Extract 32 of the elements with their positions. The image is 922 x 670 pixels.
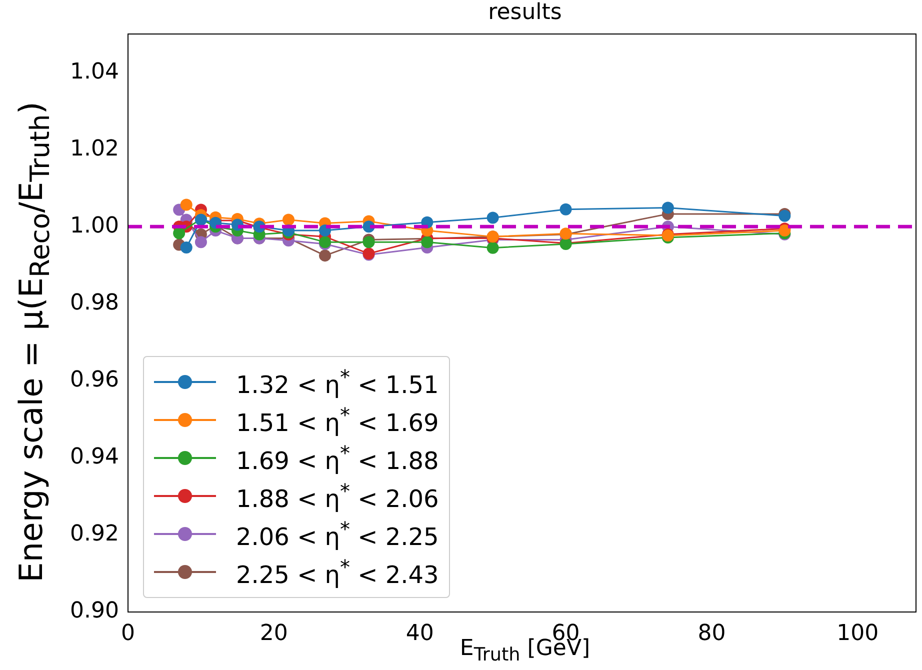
point: [362, 236, 375, 248]
point: [194, 236, 207, 248]
point: [180, 241, 192, 254]
x-tick-label: 40: [406, 620, 434, 646]
chart-title: results: [488, 0, 562, 25]
y-tick-label: 0.98: [70, 290, 119, 316]
point: [560, 203, 572, 216]
point: [173, 227, 186, 240]
x-tick-label: 20: [260, 620, 288, 646]
y-tick-label: 0.94: [70, 444, 119, 470]
point: [421, 236, 434, 248]
x-tick-label: 80: [698, 620, 726, 646]
legend-label: 1.88 < η$^{*}$ < 2.06: [236, 479, 439, 513]
x-tick-label: 0: [121, 620, 135, 646]
legend-label: 2.25 < η$^{*}$ < 2.43: [236, 555, 439, 589]
legend-label: 1.32 < η$^{*}$ < 1.51: [236, 365, 439, 399]
legend-label: 2.06 < η$^{*}$ < 2.25: [236, 517, 439, 551]
y-tick-label: 0.92: [70, 522, 119, 547]
point: [486, 212, 499, 224]
y-tick-label: 1.02: [70, 136, 119, 162]
y-tick-label: 1.00: [70, 213, 119, 238]
point: [486, 242, 499, 254]
y-tick-label: 0.96: [70, 368, 119, 393]
point: [662, 202, 674, 214]
legend-label: 1.51 < η$^{*}$ < 1.69: [236, 403, 439, 437]
y-tick-label: 1.04: [70, 59, 119, 84]
legend-label: 1.69 < η$^{*}$ < 1.88: [236, 441, 439, 475]
point: [282, 214, 295, 226]
point: [319, 250, 331, 262]
x-tick-label: 100: [836, 620, 879, 646]
point: [180, 198, 192, 211]
y-tick-label: 0.90: [70, 598, 119, 624]
